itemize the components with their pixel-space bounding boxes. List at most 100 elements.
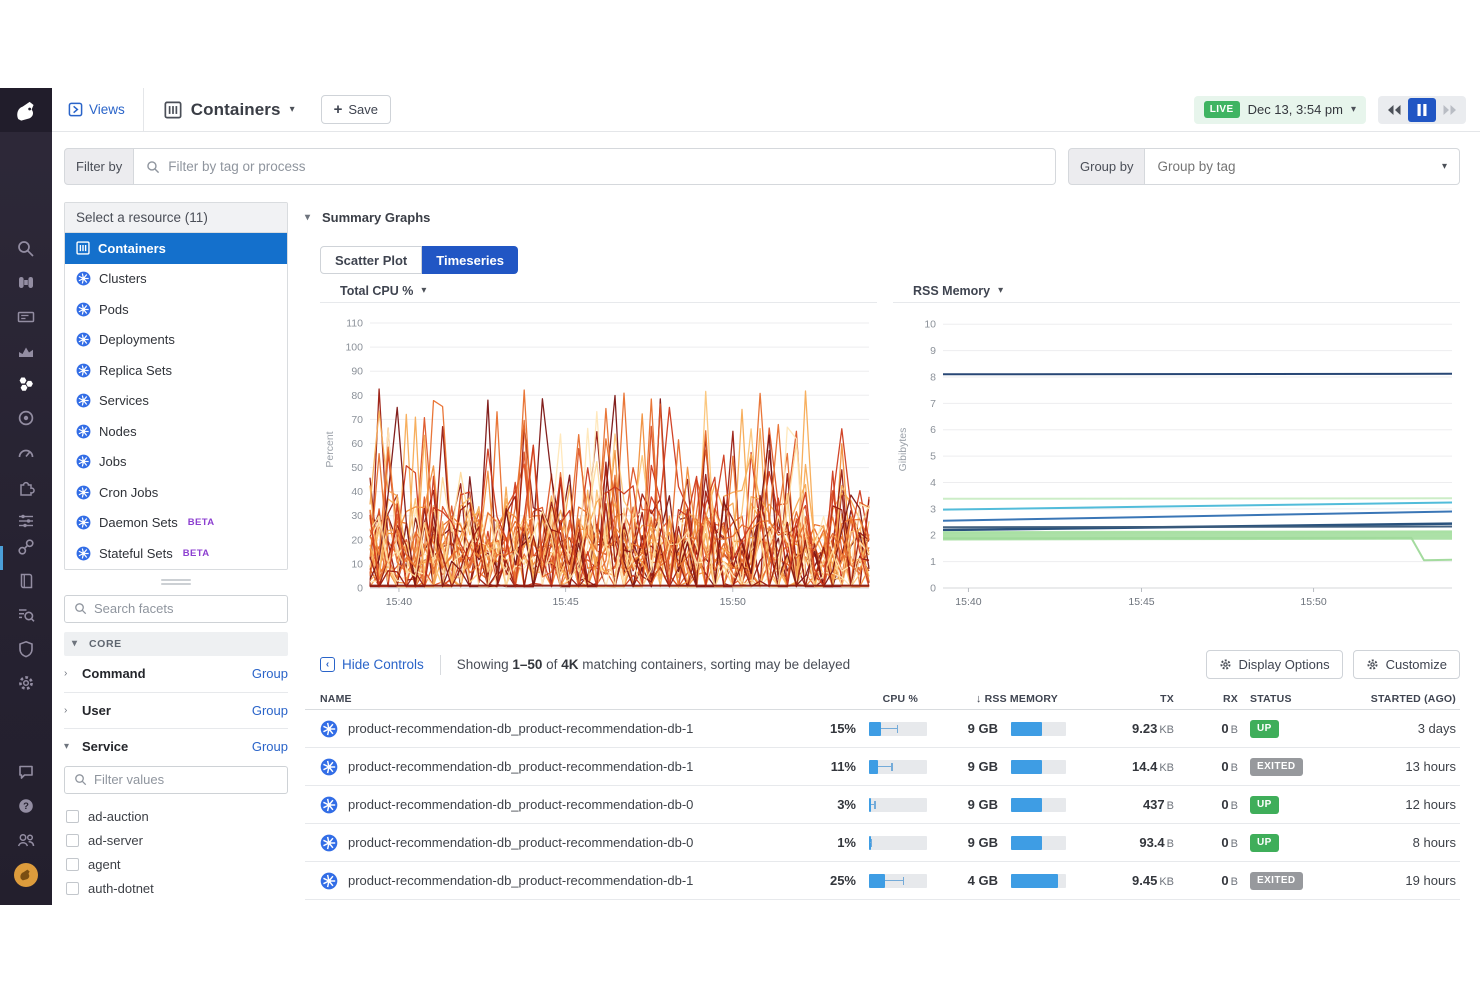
- table-row[interactable]: product-recommendation-db_product-recomm…: [305, 862, 1460, 900]
- hide-controls-button[interactable]: ‹ Hide Controls: [305, 657, 424, 672]
- datadog-logo[interactable]: [0, 88, 52, 132]
- facet-value-auth-dotnet[interactable]: auth-dotnet: [66, 877, 288, 901]
- service-map-icon[interactable]: [0, 535, 52, 559]
- facet-group-command[interactable]: › Command Group: [64, 656, 288, 692]
- chat-icon[interactable]: [0, 760, 52, 784]
- log-explorer-icon[interactable]: [0, 603, 52, 627]
- panel-resize-handle[interactable]: [161, 579, 191, 585]
- memory-timeseries-chart[interactable]: 01234567891015:4015:4515:50Gibibytes: [893, 303, 1460, 622]
- apm-icon[interactable]: [0, 406, 52, 430]
- display-options-button[interactable]: Display Options: [1206, 650, 1343, 679]
- group-by-input[interactable]: [1157, 159, 1433, 174]
- cpu-chart-metric-dropdown[interactable]: Total CPU %: [340, 284, 413, 298]
- facet-value-ad-server[interactable]: ad-server: [66, 829, 288, 853]
- resource-item-jobs[interactable]: Jobs: [65, 447, 287, 478]
- help-icon[interactable]: ?: [0, 794, 52, 818]
- tag-filter-field[interactable]: [134, 148, 1056, 185]
- facet-label: User: [82, 703, 111, 718]
- fast-forward-button[interactable]: [1436, 98, 1464, 122]
- memory-chart-metric-dropdown[interactable]: RSS Memory: [913, 284, 990, 298]
- column-header-name[interactable]: NAME: [305, 693, 794, 705]
- watchdog-icon[interactable]: [0, 271, 52, 295]
- filter-values-field[interactable]: [64, 766, 288, 794]
- column-header-tx[interactable]: TX: [1072, 693, 1174, 705]
- main-content: ▾ Summary Graphs Scatter Plot Timeseries…: [305, 210, 1460, 900]
- resource-item-pods[interactable]: Pods: [65, 294, 287, 325]
- facet-value-agent[interactable]: agent: [66, 853, 288, 877]
- tag-filter-input[interactable]: [168, 159, 1043, 174]
- resource-label: Cron Jobs: [99, 485, 158, 500]
- summary-graphs-toggle[interactable]: ▾ Summary Graphs: [305, 210, 1460, 225]
- customize-button[interactable]: Customize: [1353, 650, 1460, 679]
- user-avatar[interactable]: [0, 863, 52, 887]
- table-row[interactable]: product-recommendation-db_product-recomm…: [305, 786, 1460, 824]
- search-icon[interactable]: [0, 237, 52, 261]
- svg-text:4: 4: [930, 477, 936, 489]
- containers-icon[interactable]: [0, 372, 52, 396]
- resource-item-stateful-sets[interactable]: Stateful SetsBETA: [65, 538, 287, 569]
- org-users-icon[interactable]: [0, 828, 52, 852]
- memory-bar: [1011, 760, 1066, 774]
- facet-group-link[interactable]: Group: [252, 739, 288, 754]
- search-facets-field[interactable]: [64, 595, 288, 623]
- memory-bar-cell: [998, 836, 1072, 850]
- checkbox[interactable]: [66, 858, 79, 871]
- views-button[interactable]: Views: [68, 102, 125, 117]
- security-icon[interactable]: [0, 637, 52, 661]
- status-badge: UP: [1250, 796, 1279, 814]
- facet-group-link[interactable]: Group: [252, 703, 288, 718]
- checkbox[interactable]: [66, 810, 79, 823]
- checkbox[interactable]: [66, 834, 79, 847]
- integrations-icon[interactable]: [0, 476, 52, 500]
- save-view-button[interactable]: + Save: [321, 95, 391, 124]
- results-total: 4K: [561, 657, 578, 672]
- dashboards-icon[interactable]: [0, 441, 52, 465]
- resource-item-deployments[interactable]: Deployments: [65, 325, 287, 356]
- resource-label: Deployments: [99, 332, 175, 347]
- pause-button[interactable]: [1408, 98, 1436, 122]
- resource-item-services[interactable]: Services: [65, 386, 287, 417]
- svg-text:Percent: Percent: [324, 431, 336, 467]
- column-header-cpu[interactable]: CPU %: [794, 693, 934, 705]
- resource-item-replica-sets[interactable]: Replica Sets: [65, 355, 287, 386]
- resource-title-dropdown[interactable]: Containers ▾: [164, 100, 295, 120]
- rewind-button[interactable]: [1380, 98, 1408, 122]
- column-header-rx[interactable]: RX: [1174, 693, 1238, 705]
- memory-value: 9 GB: [934, 797, 998, 812]
- filter-values-input[interactable]: [94, 772, 278, 787]
- host-list-icon[interactable]: [0, 305, 52, 329]
- search-facets-input[interactable]: [94, 601, 278, 616]
- tab-scatter-plot[interactable]: Scatter Plot: [320, 246, 422, 274]
- metrics-icon[interactable]: [0, 339, 52, 363]
- facet-group-user[interactable]: › User Group: [64, 692, 288, 728]
- settings-icon[interactable]: [0, 671, 52, 695]
- table-row[interactable]: product-recommendation-db_product-recomm…: [305, 824, 1460, 862]
- group-by-field[interactable]: ▾: [1145, 148, 1460, 185]
- column-header-status[interactable]: STATUS: [1238, 693, 1334, 705]
- tab-timeseries[interactable]: Timeseries: [422, 246, 518, 274]
- time-range-picker[interactable]: LIVE Dec 13, 3:54 pm ▾: [1194, 96, 1366, 124]
- column-header-rss-memory[interactable]: ↓RSS MEMORY: [934, 693, 1072, 705]
- processes-icon[interactable]: [0, 509, 52, 533]
- column-header-started[interactable]: STARTED (AGO): [1334, 693, 1460, 705]
- container-name-cell: product-recommendation-db_product-recomm…: [305, 720, 794, 738]
- facet-group-link[interactable]: Group: [252, 666, 288, 681]
- svg-text:80: 80: [351, 390, 363, 402]
- table-row[interactable]: product-recommendation-db_product-recomm…: [305, 748, 1460, 786]
- kubernetes-icon: [76, 271, 91, 286]
- facet-group-service[interactable]: ▾ Service Group: [64, 728, 288, 764]
- resource-item-cron-jobs[interactable]: Cron Jobs: [65, 477, 287, 508]
- facet-value-ad-auction[interactable]: ad-auction: [66, 805, 288, 829]
- resource-item-nodes[interactable]: Nodes: [65, 416, 287, 447]
- resource-item-clusters[interactable]: Clusters: [65, 264, 287, 295]
- facet-value-label: ad-auction: [88, 809, 149, 824]
- core-facet-section-toggle[interactable]: ▾ CORE: [64, 632, 288, 656]
- table-controls-row: ‹ Hide Controls Showing 1–50 of 4K match…: [305, 650, 1460, 679]
- table-row[interactable]: product-recommendation-db_product-recomm…: [305, 710, 1460, 748]
- cpu-timeseries-chart[interactable]: 010203040506070809010011015:4015:4515:50…: [320, 303, 877, 622]
- resource-item-containers[interactable]: Containers: [65, 233, 287, 264]
- notebooks-icon[interactable]: [0, 569, 52, 593]
- checkbox[interactable]: [66, 882, 79, 895]
- resource-item-daemon-sets[interactable]: Daemon SetsBETA: [65, 508, 287, 539]
- plus-icon: +: [334, 102, 343, 117]
